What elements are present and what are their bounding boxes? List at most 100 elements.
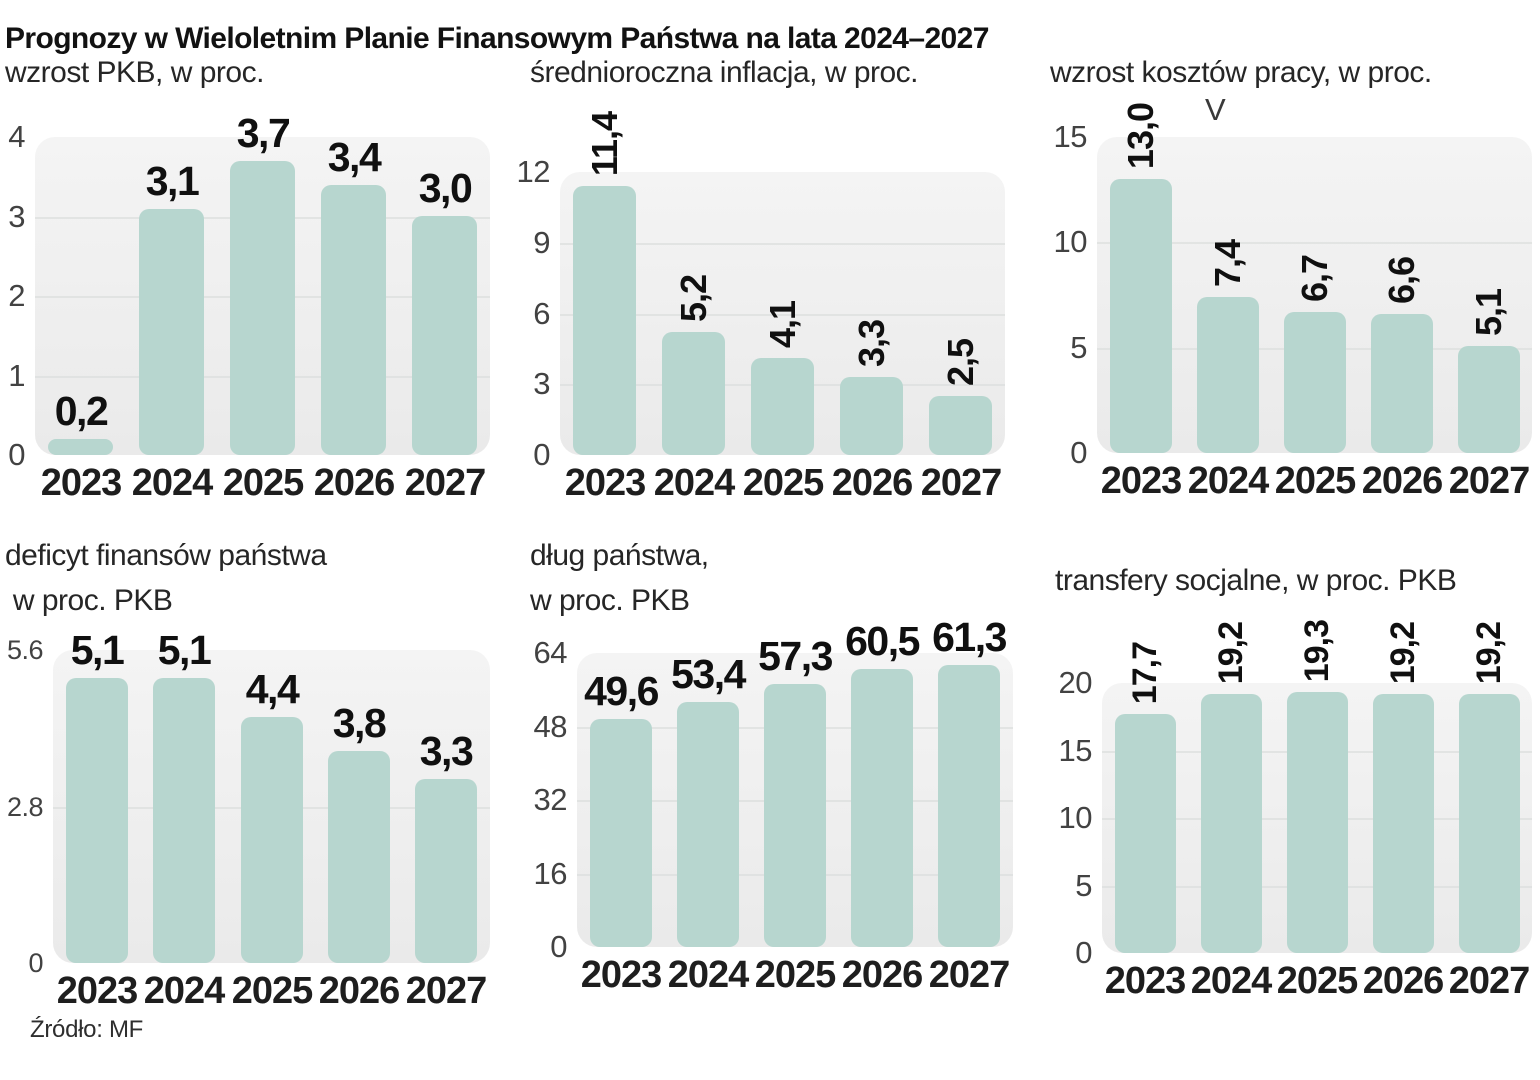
bar-2024 [153, 678, 215, 963]
chart-subtitle: wzrost PKB, w proc. [5, 56, 264, 89]
y-tick-label: 5.6 [6, 635, 44, 665]
bar-2027 [1458, 346, 1520, 453]
y-tick-label: 5 [1075, 868, 1092, 903]
x-tick-label: 2025 [1276, 960, 1359, 1002]
x-tick-label: 2026 [313, 462, 396, 504]
bar-2024 [139, 209, 204, 455]
chart-subtitle: deficyt finansów państwa [5, 539, 327, 572]
y-tick-label: 64 [533, 635, 568, 670]
x-tick-label: 2026 [841, 954, 924, 996]
value-label: 3,0 [418, 165, 473, 211]
bar-2023 [66, 678, 128, 963]
value-label: 3,7 [236, 110, 291, 156]
x-tick-label: 2027 [404, 462, 487, 504]
value-label: 3,8 [332, 700, 387, 746]
bar-2024 [662, 332, 725, 455]
y-tick-label: 20 [1058, 665, 1093, 700]
gridline [1097, 242, 1532, 244]
stray-v-annotation: V [1205, 92, 1226, 127]
y-tick-label: 2 [8, 278, 25, 313]
value-label: 19,2 [1212, 621, 1250, 684]
x-tick-label: 2026 [1362, 960, 1445, 1002]
x-tick-label: 2023 [56, 970, 139, 1012]
value-label: 19,2 [1384, 621, 1422, 684]
bar-2023 [590, 719, 652, 947]
value-label: 57,3 [758, 633, 833, 679]
value-label: 53,4 [671, 651, 746, 697]
plot-area [53, 650, 490, 963]
x-tick-label: 2025 [754, 954, 837, 996]
y-tick-label: 5 [1070, 330, 1087, 365]
gridline [560, 243, 1005, 245]
y-tick-label: 1 [8, 358, 25, 393]
chart-subtitle: średnioroczna inflacja, w proc. [530, 56, 919, 89]
y-tick-label: 0 [8, 437, 25, 472]
bar-2026 [840, 377, 903, 455]
plot-area [577, 653, 1013, 947]
x-tick-label: 2027 [920, 462, 1003, 504]
bar-2027 [412, 216, 477, 455]
bar-2027 [929, 396, 992, 455]
chart-subtitle: w proc. PKB [5, 584, 173, 617]
y-tick-label: 0 [550, 929, 567, 964]
bar-2024 [677, 702, 739, 947]
bar-2025 [241, 717, 303, 963]
x-tick-label: 2026 [318, 970, 401, 1012]
y-tick-label: 2.8 [6, 792, 44, 822]
bar-2026 [1373, 694, 1434, 953]
x-tick-label: 2026 [1361, 460, 1444, 502]
y-tick-label: 3 [533, 366, 550, 401]
value-label: 3,4 [327, 134, 382, 180]
x-tick-label: 2023 [580, 954, 663, 996]
y-tick-label: 16 [533, 856, 568, 891]
value-label: 19,2 [1470, 621, 1508, 684]
x-tick-label: 2027 [928, 954, 1011, 996]
y-tick-label: 15 [1058, 733, 1093, 768]
x-tick-label: 2025 [742, 462, 825, 504]
y-tick-label: 0 [1075, 935, 1092, 970]
value-label: 60,5 [845, 618, 920, 664]
bar-2026 [1371, 314, 1433, 453]
chart-subtitle: wzrost kosztów pracy, w proc. [1050, 56, 1432, 89]
bar-2027 [938, 665, 1000, 947]
x-tick-label: 2024 [1187, 460, 1270, 502]
y-tick-label: 48 [533, 709, 568, 744]
value-label: 19,3 [1298, 619, 1336, 682]
y-tick-label: 15 [1053, 119, 1088, 154]
value-label: 5,1 [157, 627, 212, 673]
bar-2025 [1287, 692, 1348, 953]
y-tick-label: 32 [533, 782, 568, 817]
x-tick-label: 2025 [1274, 460, 1357, 502]
bar-2026 [321, 185, 386, 455]
plot-area [560, 172, 1005, 455]
y-tick-label: 4 [8, 119, 25, 154]
bar-2025 [230, 161, 295, 455]
bar-2026 [851, 669, 913, 947]
y-tick-label: 0 [28, 948, 43, 978]
y-tick-label: 6 [533, 296, 550, 331]
bar-2025 [1284, 312, 1346, 453]
y-tick-label: 9 [533, 225, 550, 260]
x-tick-label: 2027 [1448, 960, 1531, 1002]
x-tick-label: 2024 [131, 462, 214, 504]
value-label: 3,3 [419, 728, 474, 774]
y-tick-label: 0 [1070, 435, 1087, 470]
y-tick-label: 10 [1058, 800, 1093, 835]
bar-2024 [1201, 694, 1262, 953]
plot-area [35, 137, 490, 455]
x-tick-label: 2023 [40, 462, 123, 504]
plot-area [1102, 683, 1532, 953]
x-tick-label: 2026 [831, 462, 914, 504]
value-label: 3,1 [145, 158, 200, 204]
y-tick-label: 10 [1053, 224, 1088, 259]
y-tick-label: 3 [8, 199, 25, 234]
bar-2023 [1115, 714, 1176, 953]
bar-2023 [1110, 179, 1172, 453]
x-tick-label: 2027 [405, 970, 488, 1012]
